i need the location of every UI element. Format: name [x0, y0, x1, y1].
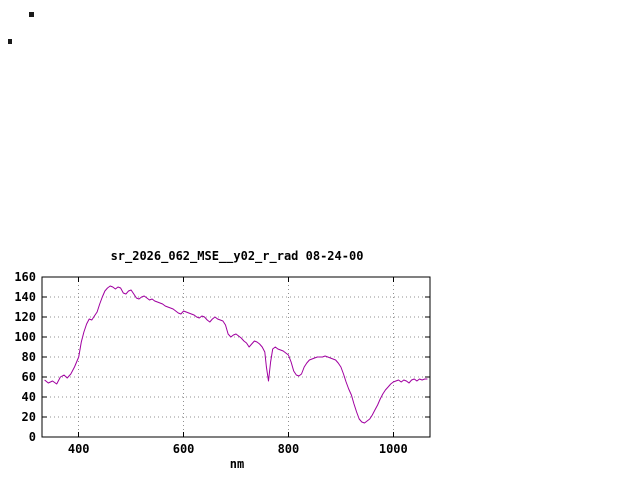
y-tick-label: 20	[22, 410, 36, 424]
y-tick-label: 140	[14, 290, 36, 304]
y-tick-label: 120	[14, 310, 36, 324]
x-tick-label: 400	[68, 442, 90, 456]
chart-title: sr_2026_062_MSE__y02_r_rad 08-24-00	[111, 249, 364, 264]
screen-artifact-speck	[8, 39, 12, 44]
y-tick-label: 60	[22, 370, 36, 384]
x-tick-label: 1000	[379, 442, 408, 456]
screen-artifact-speck	[29, 12, 34, 17]
x-tick-label: 800	[278, 442, 300, 456]
x-tick-label: 600	[173, 442, 195, 456]
y-tick-label: 0	[29, 430, 36, 444]
x-axis-label: nm	[230, 457, 244, 471]
plot-border	[41, 276, 431, 438]
y-tick-label: 100	[14, 330, 36, 344]
y-tick-label: 40	[22, 390, 36, 404]
y-tick-label: 160	[14, 270, 36, 284]
data-line-spectral-radiance	[44, 285, 428, 424]
y-tick-label: 80	[22, 350, 36, 364]
